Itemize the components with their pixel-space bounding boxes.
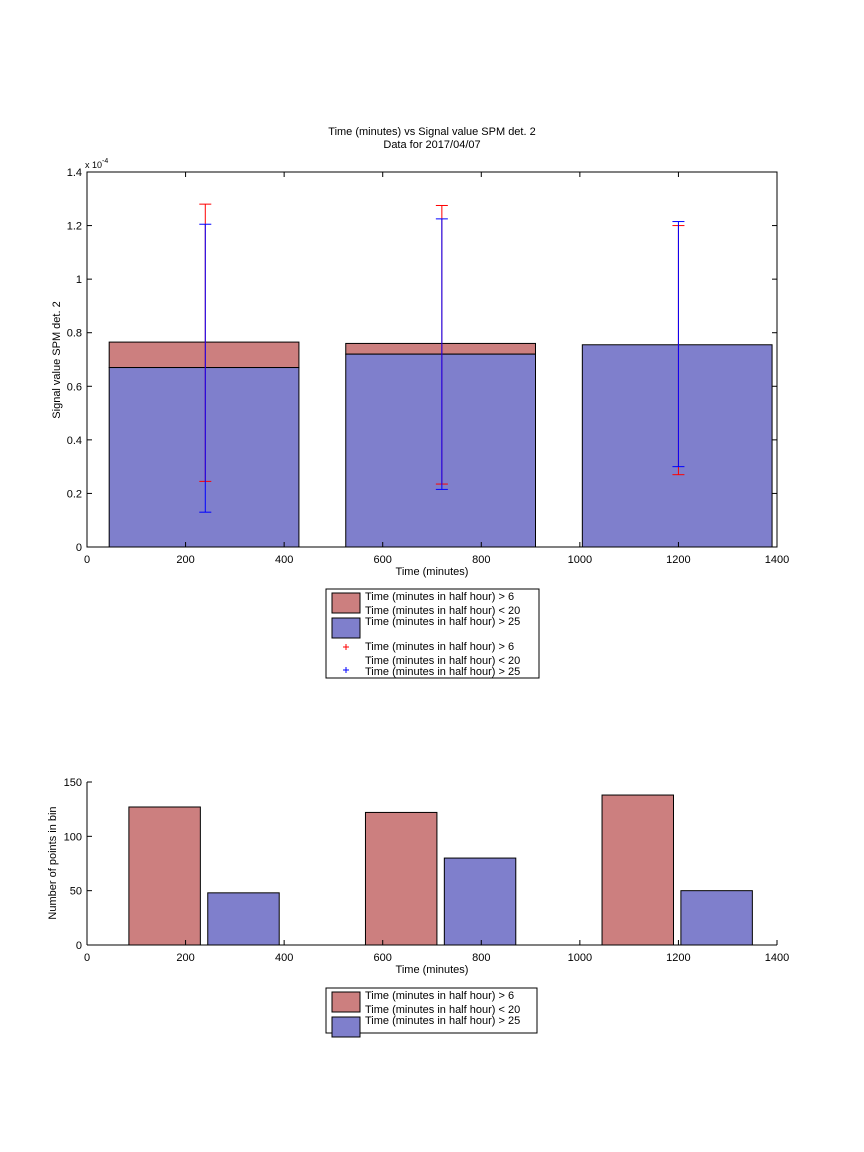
- legend-patch: [331, 617, 361, 639]
- bar-red: [364, 811, 438, 946]
- chart-title: Time (minutes) vs Signal value SPM det. …: [328, 126, 535, 138]
- x-ticks: 0 200 400 600 800 1000 1200 1400: [84, 940, 789, 964]
- y-tick-label: 0.2: [67, 488, 82, 500]
- x-axis-label: Time (minutes): [396, 566, 469, 578]
- legend: Time (minutes in half hour) > 6 Time (min…: [325, 588, 540, 679]
- bar-blue-segment: [108, 367, 300, 548]
- stacked-bars: [108, 341, 773, 548]
- legend-label: Time (minutes in half hour) > 6: [365, 641, 514, 653]
- x-tick-label: 1200: [666, 952, 690, 964]
- legend-label: Time (minutes in half hour) < 20: [365, 605, 520, 617]
- x-tick-label: 600: [374, 952, 392, 964]
- legend-label: Time (minutes in half hour) > 25: [365, 616, 520, 628]
- y-exponent-label: x 10-4: [85, 158, 108, 170]
- bar-red: [601, 794, 674, 946]
- x-tick-label: 200: [176, 952, 194, 964]
- legend-patch: [331, 592, 361, 614]
- legend: Time (minutes in half hour) > 6 Time (min…: [325, 987, 538, 1038]
- bar-blue: [443, 857, 517, 946]
- y-axis-label: Signal value SPM det. 2: [51, 301, 63, 418]
- x-tick-label: 1400: [765, 952, 789, 964]
- x-tick-label: 600: [374, 554, 392, 566]
- x-tick-label: 800: [472, 952, 490, 964]
- bar-blue: [207, 892, 280, 946]
- x-tick-label: 1400: [765, 554, 789, 566]
- legend-label: Time (minutes in half hour) > 25: [365, 666, 520, 678]
- y-axis-label: Number of points in bin: [47, 806, 59, 919]
- x-tick-label: 0: [84, 952, 90, 964]
- legend-label: Time (minutes in half hour) < 20: [365, 1004, 520, 1016]
- y-tick-label: 1: [76, 274, 82, 286]
- legend-label: Time (minutes in half hour) > 25: [365, 1015, 520, 1027]
- x-tick-label: 1200: [666, 554, 690, 566]
- grouped-bars: [128, 794, 753, 946]
- y-tick-label: 1.4: [67, 167, 82, 179]
- bar-blue-segment: [581, 344, 773, 548]
- x-tick-label: 400: [275, 952, 293, 964]
- chart-subtitle: Data for 2017/04/07: [383, 139, 480, 151]
- error-bars: [199, 203, 685, 513]
- x-tick-label: 0: [84, 554, 90, 566]
- x-axis-label: Time (minutes): [396, 964, 469, 976]
- x-tick-label: 1000: [568, 554, 592, 566]
- legend-label: Time (minutes in half hour) > 6: [365, 591, 514, 603]
- y-tick-label: 0: [76, 542, 82, 554]
- x-tick-label: 200: [176, 554, 194, 566]
- axes: [86, 782, 777, 946]
- legend-label: Time (minutes in half hour) < 20: [365, 655, 520, 667]
- y-ticks: 0 50 100 150: [64, 777, 92, 952]
- y-tick-label: 1.2: [67, 221, 82, 233]
- y-ticks: 0 0.2 0.4 0.6 0.8 1 1.2 1.4: [67, 167, 777, 554]
- x-tick-label: 1000: [568, 952, 592, 964]
- bar-red: [128, 806, 201, 946]
- legend-patch: [331, 991, 361, 1013]
- signal-chart: Time (minutes) vs Signal value SPM det. …: [51, 126, 789, 679]
- y-tick-label: 0: [76, 940, 82, 952]
- legend-box: [325, 987, 538, 1034]
- y-tick-label: 0.4: [67, 435, 82, 447]
- x-tick-label: 400: [275, 554, 293, 566]
- y-tick-label: 150: [64, 777, 82, 789]
- bar-blue: [680, 890, 753, 946]
- y-tick-label: 0.6: [67, 381, 82, 393]
- x-tick-label: 800: [472, 554, 490, 566]
- bar-red-segment: [345, 342, 536, 355]
- legend-label: Time (minutes in half hour) > 6: [365, 990, 514, 1002]
- y-tick-label: 0.8: [67, 328, 82, 340]
- legend-patch: [331, 1016, 361, 1038]
- x-ticks: 0 200 400 600 800 1000 1200 1400: [84, 172, 789, 566]
- y-tick-label: 100: [64, 831, 82, 843]
- y-tick-label: 50: [70, 886, 82, 898]
- bar-red-segment: [108, 341, 300, 369]
- bar-blue-segment: [345, 353, 536, 548]
- plot-frame: [86, 171, 778, 548]
- legend-box: [325, 588, 540, 679]
- count-chart: 0 200 400 600 800 1000 1200 1400 0 50 100 150 Time…: [47, 777, 789, 1038]
